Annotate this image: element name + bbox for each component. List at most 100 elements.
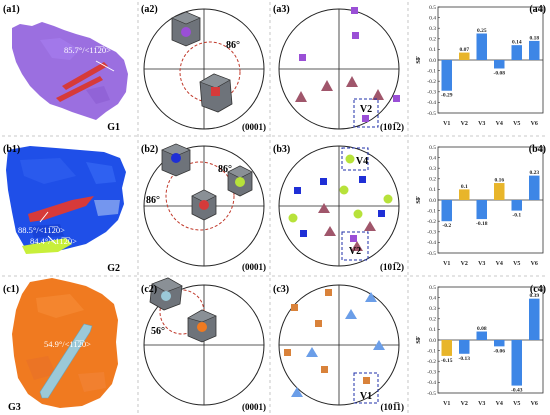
hexagonal-prism-red [199, 73, 233, 113]
variant-marker-triangle [364, 221, 376, 231]
x-tick-label: V4 [496, 401, 503, 407]
panel-label-a4: (a4) [529, 4, 546, 15]
variant-marker-circle [339, 185, 349, 195]
variant-marker-square [299, 54, 306, 61]
variant-marker-square [315, 320, 322, 327]
value-label: -0.18 [476, 221, 488, 227]
value-label: 0.39 [529, 293, 539, 299]
panel-b1-grain-map [6, 146, 126, 254]
hexagonal-prism-cyan [149, 277, 183, 311]
y-tick-label: -0.2 [427, 79, 436, 85]
bar-v5 [511, 200, 522, 211]
y-tick-label: 0.1 [429, 187, 436, 193]
misorientation-label-c1: 54.9°/<11̅2̅0> [44, 339, 91, 349]
hexagonal-prism-orange [187, 309, 217, 343]
value-label: -0.1 [512, 213, 521, 219]
x-tick-label: V1 [443, 261, 450, 267]
variant-marker-triangle [345, 309, 357, 319]
bar-v4 [494, 60, 505, 69]
panel-c2-basal-pole-figure [143, 277, 265, 406]
y-tick-label: 0.5 [429, 5, 436, 11]
variant-marker-triangle [372, 89, 384, 100]
panel-label-c1: (c1) [3, 284, 19, 295]
twin-band-red [56, 76, 103, 102]
schmid-factor-chart-b4: -0.5 -0.4 -0.3 -0.2 -0.1 0.0 0.1 0.2 0.3 0.4 0.5 SF… [415, 145, 544, 267]
y-tick-label: 0.0 [429, 338, 436, 344]
value-label: 0.14 [512, 40, 522, 46]
y-tick-label: 0.3 [429, 306, 436, 312]
variant-marker-square [291, 304, 298, 311]
value-label: -0.2 [442, 223, 451, 229]
x-tick-label: V3 [478, 121, 485, 127]
y-tick-label: -0.5 [427, 391, 436, 397]
bar-v1 [441, 200, 452, 222]
variant-label-c3: V1 [360, 391, 372, 402]
variant-marker-square [284, 349, 291, 356]
hexagonal-prism-red [191, 189, 217, 221]
y-tick-label: 0.1 [429, 327, 436, 333]
value-label: 0.07 [459, 47, 469, 53]
pole-label-b3: (101̅2) [380, 262, 404, 272]
value-label: -0.43 [511, 388, 523, 394]
panel-label-a2: (a2) [141, 4, 158, 15]
x-tick-label: V4 [496, 121, 503, 127]
value-label: 0.1 [461, 184, 468, 190]
variant-marker-triangle [365, 292, 377, 302]
y-tick-label: -0.2 [427, 359, 436, 365]
x-tick-label: V6 [531, 261, 538, 267]
angle-label-c2: 56° [151, 326, 165, 337]
variant-marker-circle [288, 213, 298, 223]
y-tick-label: 0.3 [429, 26, 436, 32]
variant-box [341, 231, 369, 261]
grain-id-g1: G1 [107, 122, 120, 133]
variant-marker-square [294, 187, 301, 194]
y-tick-label: -0.2 [427, 219, 436, 225]
y-tick-label: -0.1 [427, 68, 436, 74]
bar-v2 [459, 52, 470, 60]
variant-marker-circle [383, 194, 393, 204]
y-tick-label: -0.5 [427, 111, 436, 117]
variant-marker-triangle [324, 226, 336, 236]
value-label: -0.15 [441, 358, 453, 364]
value-label: 0.08 [477, 326, 487, 332]
misorientation-label-b1-1: 88.5°/<11̅2̅0> [18, 225, 65, 235]
variant-marker-square [352, 32, 359, 39]
pole-label-c2: (0001) [242, 402, 266, 412]
variant-label-a3: V2 [360, 104, 372, 115]
variant-marker-circle [353, 209, 363, 219]
x-tick-label: V4 [496, 261, 503, 267]
y-tick-label: 0.0 [429, 58, 436, 64]
angle-label-a2: 86° [226, 40, 240, 51]
value-label: -0.06 [494, 348, 506, 354]
panel-c3-twin-pole-figure [278, 284, 400, 406]
schmid-factor-chart-a4: -0.5 -0.4 -0.3 -0.2 -0.1 0.0 0.1 0.2 0.3 0.4 0.5 SF… [415, 5, 544, 127]
y-tick-label: 0.1 [429, 47, 436, 53]
value-label: 0.23 [529, 170, 539, 176]
y-tick-label: 0.2 [429, 177, 436, 183]
pole-label-c3: (101̅1) [381, 402, 405, 412]
bar-v2 [459, 340, 470, 354]
variant-marker-square [320, 178, 327, 185]
bar-v3 [476, 200, 487, 220]
y-axis-label: SF [415, 56, 422, 64]
bar-v6 [529, 40, 540, 60]
y-tick-label: -0.4 [427, 100, 436, 106]
y-tick-label: 0.3 [429, 166, 436, 172]
panel-a2-basal-pole-figure [143, 8, 265, 130]
y-tick-label: -0.3 [427, 90, 436, 96]
pole-label-a3: (101̅2) [380, 122, 404, 132]
hexagonal-prism-blue [161, 143, 191, 177]
x-tick-label: V3 [478, 401, 485, 407]
x-tick-label: V1 [443, 401, 450, 407]
variant-box [353, 372, 379, 404]
grain-id-g2: G2 [107, 263, 120, 274]
variant-marker-triangle [321, 80, 333, 91]
panel-label-b2: (b2) [141, 144, 158, 155]
bar-v3 [476, 33, 487, 60]
twin-band-lime [22, 238, 72, 254]
bar-v5 [511, 45, 522, 60]
y-tick-label: 0.4 [429, 15, 436, 21]
bar-v5 [511, 340, 522, 386]
panel-b3-twin-pole-figure [278, 145, 400, 267]
